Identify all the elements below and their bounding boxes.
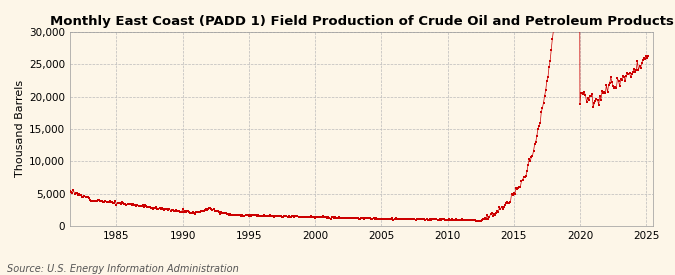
- Text: Source: U.S. Energy Information Administration: Source: U.S. Energy Information Administ…: [7, 264, 238, 274]
- Title: Monthly East Coast (PADD 1) Field Production of Crude Oil and Petroleum Products: Monthly East Coast (PADD 1) Field Produc…: [49, 15, 674, 28]
- Y-axis label: Thousand Barrels: Thousand Barrels: [15, 80, 25, 177]
